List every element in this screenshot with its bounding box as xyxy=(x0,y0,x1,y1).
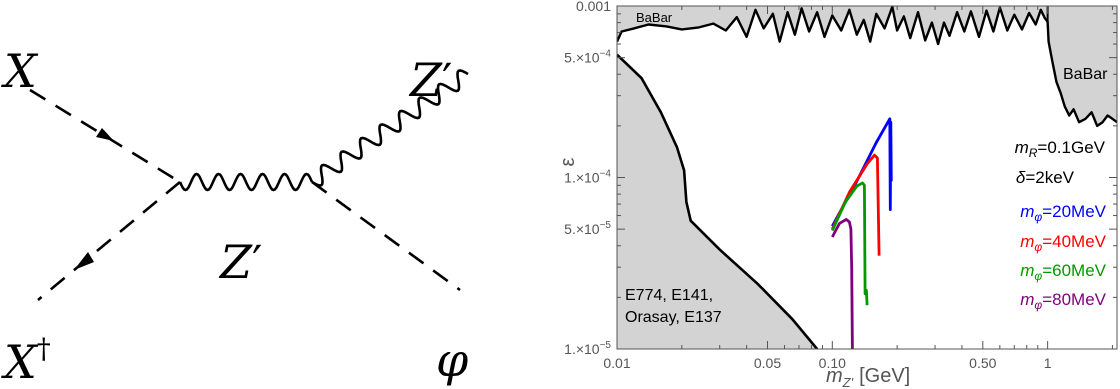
region-label-fixed-target-2: Orasay, E137 xyxy=(625,309,722,326)
x-in-arrow xyxy=(96,128,114,141)
x-tick-label: 0.01 xyxy=(603,355,630,371)
y-tick-label: 5.×10−5 xyxy=(564,220,611,237)
phi-line xyxy=(311,180,461,292)
y-axis-label: ε xyxy=(557,157,579,166)
x-tick-label: 0.05 xyxy=(754,355,781,371)
legend-series-40mev: mφ=40MeV xyxy=(1020,232,1106,254)
y-tick-label: 0.001 xyxy=(576,0,611,14)
region-label-fixed-target-1: E774, E141, xyxy=(625,287,713,304)
zprime-outgoing xyxy=(311,69,469,187)
x-tick-label: 0.10 xyxy=(819,355,846,371)
legend-series-20mev: mφ=20MeV xyxy=(1020,202,1106,224)
region-label-babar-left: BaBar xyxy=(636,10,673,25)
babar-excluded-region xyxy=(617,6,1117,126)
x-out-line xyxy=(37,181,181,301)
feynman-diagram: X X† Z′ Z′ φ xyxy=(1,44,469,389)
x-out-arrow xyxy=(74,252,94,270)
zprime-internal-label: Z′ xyxy=(218,235,262,289)
series-line-3 xyxy=(831,181,869,306)
annotation-delta: δ=2keV xyxy=(1016,168,1075,187)
x-in-label: X xyxy=(1,44,39,98)
zprime-out-label: Z′ xyxy=(408,53,452,107)
fixed-target-excluded-region xyxy=(617,54,818,349)
y-tick-label: 1.×10−5 xyxy=(564,340,611,357)
y-tick-label: 1.×10−4 xyxy=(564,169,611,186)
x-tick-label: 0.50 xyxy=(969,355,996,371)
series-line-4 xyxy=(831,218,854,349)
fixed-target-boundary xyxy=(617,53,819,349)
annotation-mass-r: mR=0.1GeV xyxy=(1015,138,1106,160)
babar-boundary xyxy=(617,6,1117,128)
zprime-propagator xyxy=(178,172,314,192)
x-axis-label: mZ' [GeV] xyxy=(826,365,910,389)
y-tick-label: 5.×10−4 xyxy=(564,49,611,66)
legend-series-80mev: mφ=80MeV xyxy=(1020,290,1106,312)
series-line-2 xyxy=(831,153,881,256)
x-tick-label: 1 xyxy=(1044,355,1052,371)
phi-label: φ xyxy=(436,333,469,387)
region-label-babar-right: BaBar xyxy=(1063,66,1108,83)
x-out-label: X† xyxy=(1,332,51,389)
legend-series-60mev: mφ=60MeV xyxy=(1020,261,1106,283)
